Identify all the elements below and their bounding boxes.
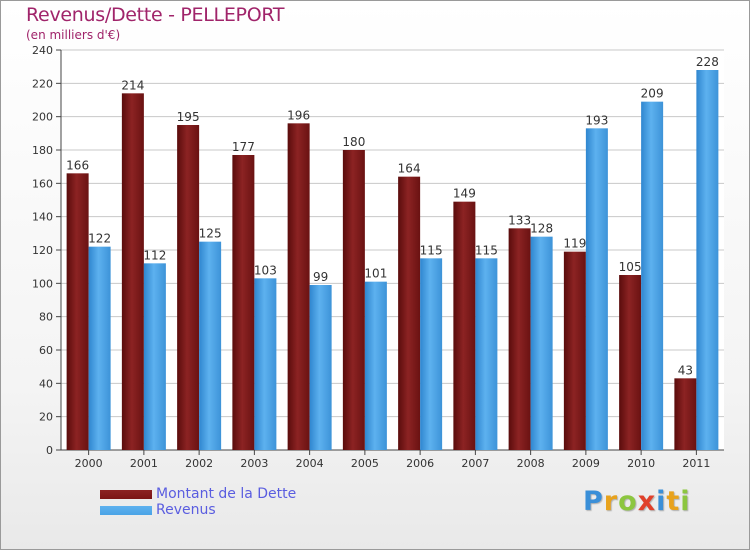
bar-dette bbox=[66, 173, 89, 451]
x-tick-label: 2004 bbox=[296, 457, 324, 470]
legend-label-revenus: Revenus bbox=[156, 502, 216, 518]
bar-revenus bbox=[585, 128, 608, 451]
bar-dette bbox=[398, 176, 421, 450]
logo-letter: o bbox=[618, 486, 638, 517]
legend-swatch-revenus bbox=[100, 505, 152, 515]
data-label-dette: 119 bbox=[563, 237, 586, 251]
data-label-revenus: 228 bbox=[696, 55, 719, 69]
proxiti-logo: Proxiti bbox=[583, 486, 691, 517]
bar-revenus bbox=[530, 236, 553, 450]
logo-letter: t bbox=[666, 486, 681, 517]
data-label-dette: 196 bbox=[287, 108, 310, 122]
x-tick-label: 2007 bbox=[461, 457, 489, 470]
x-tick-label: 2008 bbox=[517, 457, 545, 470]
data-label-dette: 164 bbox=[398, 162, 421, 176]
data-label-dette: 105 bbox=[619, 260, 642, 274]
y-tick-label: 220 bbox=[32, 77, 53, 90]
legend-item-dette: Montant de la Dette bbox=[100, 486, 296, 502]
data-label-dette: 214 bbox=[121, 78, 144, 92]
bar-revenus bbox=[364, 281, 387, 450]
x-tick-label: 2005 bbox=[351, 457, 379, 470]
bar-dette bbox=[287, 123, 310, 450]
y-tick-label: 240 bbox=[32, 44, 53, 57]
y-tick-label: 80 bbox=[39, 311, 53, 324]
data-label-revenus: 193 bbox=[585, 113, 608, 127]
x-tick-label: 2000 bbox=[75, 457, 103, 470]
bar-dette bbox=[232, 155, 255, 450]
x-tick-label: 2011 bbox=[682, 457, 710, 470]
bar-dette bbox=[121, 93, 144, 450]
data-label-dette: 166 bbox=[66, 158, 89, 172]
x-tick-label: 2006 bbox=[406, 457, 434, 470]
data-label-revenus: 112 bbox=[143, 248, 166, 262]
data-label-revenus: 99 bbox=[313, 270, 328, 284]
data-label-revenus: 103 bbox=[254, 263, 277, 277]
x-tick-label: 2001 bbox=[130, 457, 158, 470]
bar-revenus bbox=[420, 258, 443, 450]
data-label-dette: 43 bbox=[678, 363, 693, 377]
logo-letter: x bbox=[637, 486, 657, 517]
bar-dette bbox=[508, 228, 531, 450]
chart-title: Revenus/Dette - PELLEPORT bbox=[26, 4, 285, 26]
bar-revenus bbox=[475, 258, 498, 450]
bar-revenus bbox=[641, 101, 664, 451]
bar-dette bbox=[563, 251, 586, 450]
x-tick-label: 2003 bbox=[240, 457, 268, 470]
y-tick-label: 200 bbox=[32, 111, 53, 124]
y-tick-label: 20 bbox=[39, 411, 53, 424]
bar-dette bbox=[453, 201, 476, 450]
logo-letter: i bbox=[656, 486, 667, 517]
legend-label-dette: Montant de la Dette bbox=[156, 486, 297, 502]
y-tick-label: 140 bbox=[32, 211, 53, 224]
data-label-dette: 133 bbox=[508, 213, 531, 227]
logo-letter: P bbox=[583, 486, 604, 517]
data-label-revenus: 209 bbox=[641, 87, 664, 101]
bar-dette bbox=[342, 150, 365, 450]
x-tick-label: 2002 bbox=[185, 457, 213, 470]
x-tick-label: 2009 bbox=[572, 457, 600, 470]
bar-dette bbox=[177, 125, 200, 450]
bar-revenus bbox=[199, 241, 222, 450]
bar-revenus bbox=[254, 278, 277, 450]
data-label-revenus: 128 bbox=[530, 222, 553, 236]
legend-swatch-dette bbox=[100, 489, 152, 499]
data-label-revenus: 125 bbox=[199, 227, 222, 241]
y-tick-label: 60 bbox=[39, 344, 53, 357]
bar-revenus bbox=[696, 70, 719, 450]
logo-letter: i bbox=[680, 486, 691, 517]
data-label-dette: 195 bbox=[177, 110, 200, 124]
data-label-revenus: 115 bbox=[475, 243, 498, 257]
y-tick-label: 160 bbox=[32, 177, 53, 190]
y-tick-label: 40 bbox=[39, 377, 53, 390]
data-label-revenus: 115 bbox=[420, 243, 443, 257]
legend-item-revenus: Revenus bbox=[100, 502, 296, 518]
data-label-dette: 180 bbox=[342, 135, 365, 149]
data-label-revenus: 122 bbox=[88, 232, 111, 246]
bar-dette bbox=[619, 275, 642, 450]
y-tick-label: 180 bbox=[32, 144, 53, 157]
y-tick-label: 100 bbox=[32, 277, 53, 290]
chart-legend: Montant de la Dette Revenus bbox=[100, 486, 296, 518]
bar-revenus bbox=[88, 246, 111, 450]
data-label-dette: 177 bbox=[232, 140, 255, 154]
bar-dette bbox=[674, 378, 697, 450]
bar-revenus bbox=[309, 285, 332, 450]
data-label-revenus: 101 bbox=[364, 267, 387, 281]
bar-revenus bbox=[143, 263, 166, 450]
y-tick-label: 120 bbox=[32, 244, 53, 257]
x-tick-label: 2010 bbox=[627, 457, 655, 470]
y-tick-label: 0 bbox=[46, 444, 53, 457]
data-label-dette: 149 bbox=[453, 187, 476, 201]
chart-subtitle: (en milliers d'€) bbox=[26, 28, 121, 42]
logo-letter: r bbox=[603, 486, 619, 517]
